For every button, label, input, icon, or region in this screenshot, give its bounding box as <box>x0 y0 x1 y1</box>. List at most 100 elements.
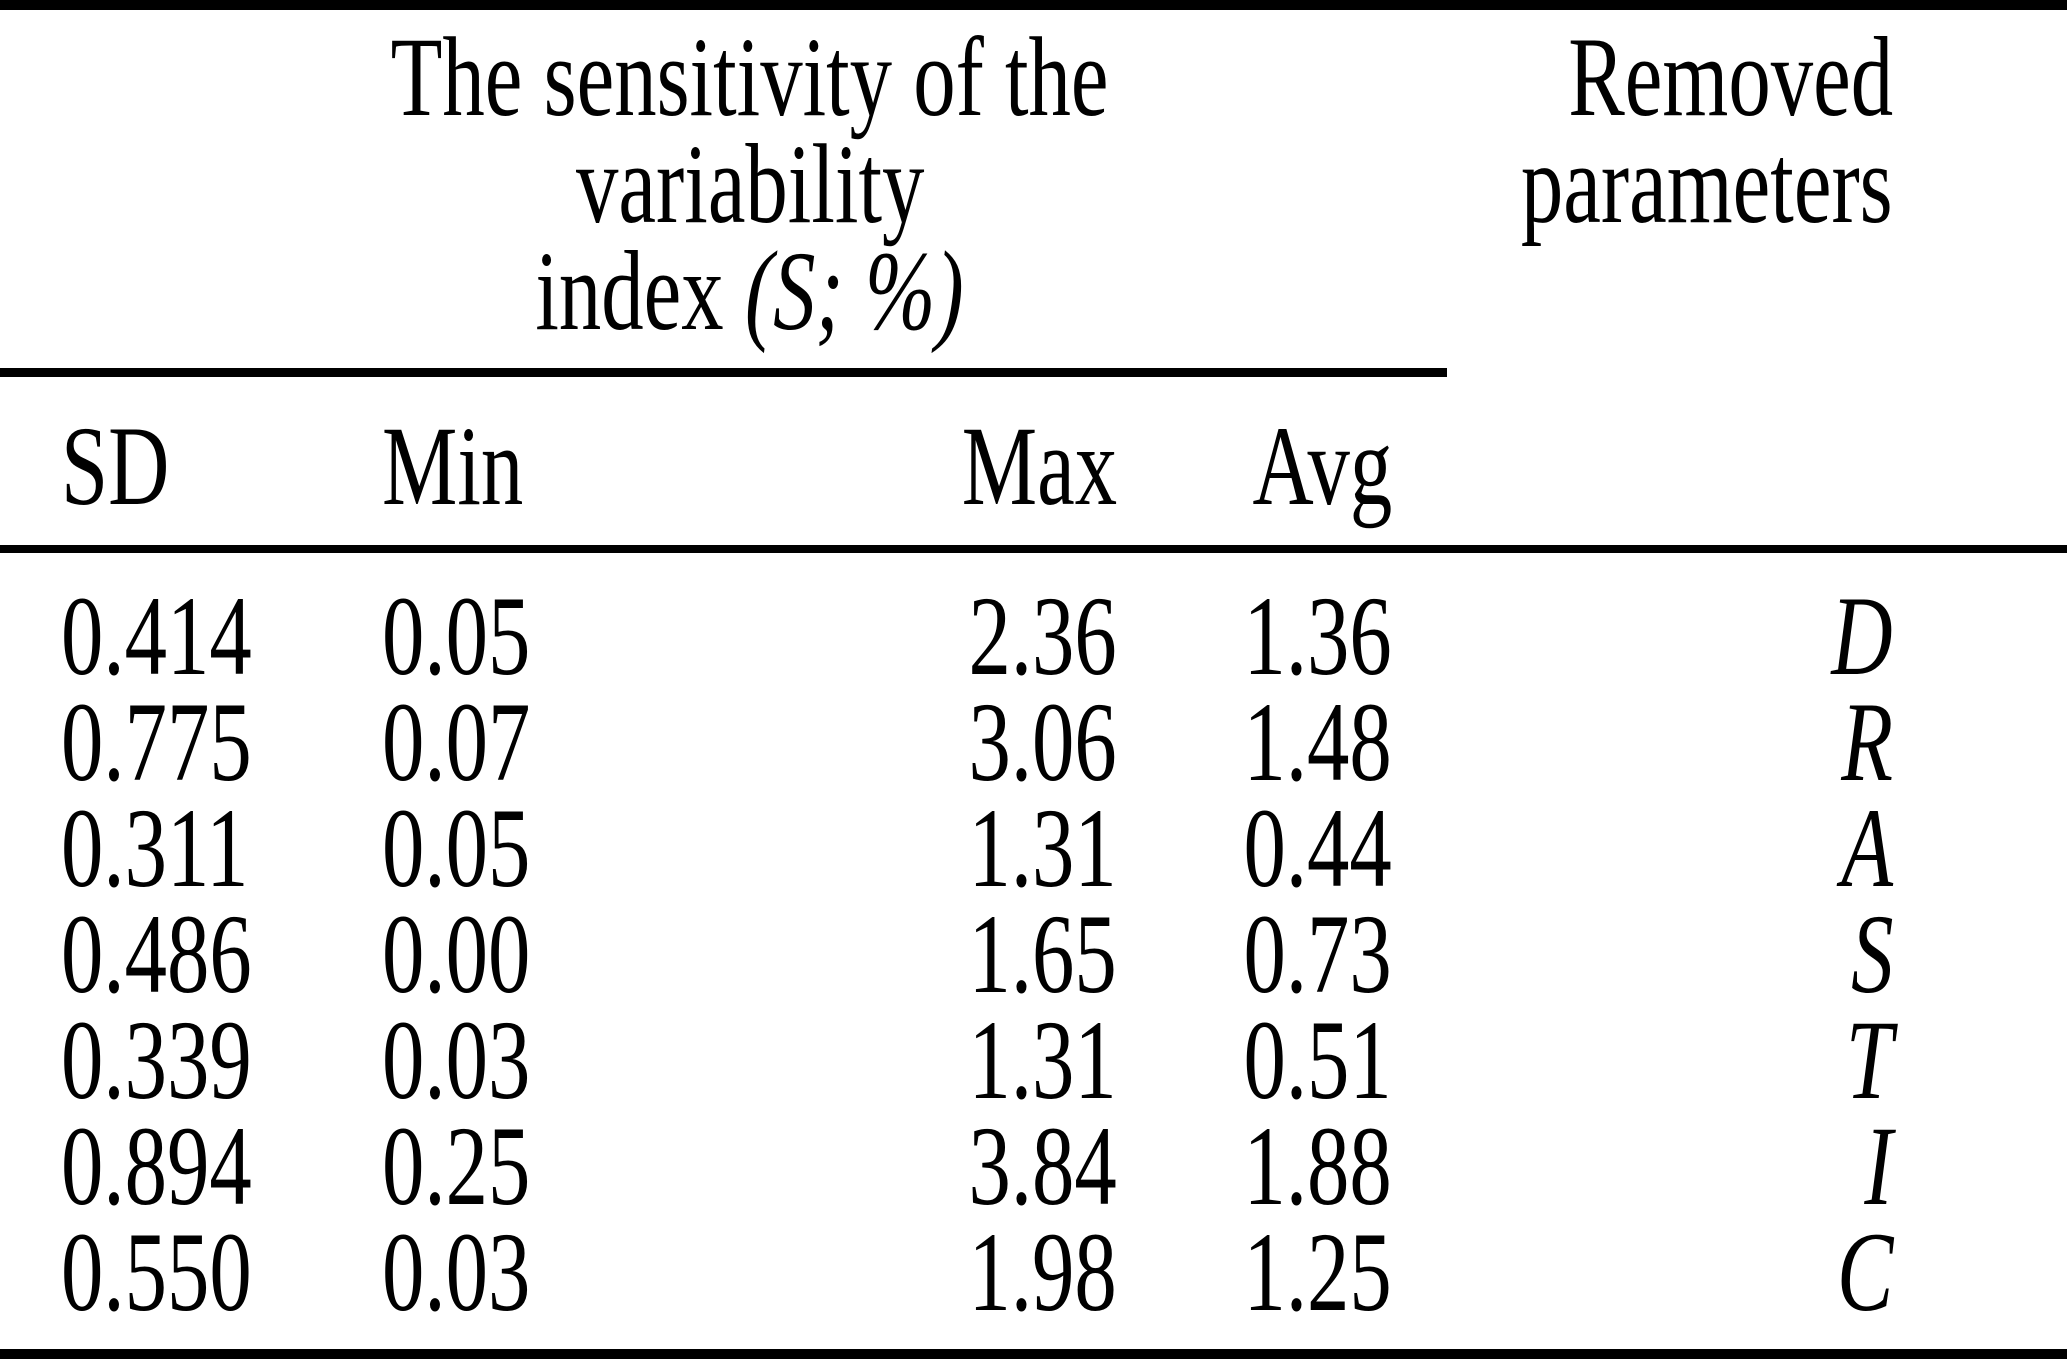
column-header-row: SD Min Max Avg <box>0 410 2067 523</box>
table-row: 0.550 0.03 1.98 1.25 C <box>0 1216 2067 1329</box>
cell-sd: 0.414 <box>61 580 315 693</box>
cell-sd: 0.550 <box>61 1216 315 1329</box>
cell-sd: 0.311 <box>61 792 311 905</box>
sd-value: 0.311 <box>61 786 249 911</box>
table-row: 0.414 0.05 2.36 1.36 D <box>0 580 2067 693</box>
table-row: 0.486 0.00 1.65 0.73 S <box>0 898 2067 1011</box>
min-value: 0.07 <box>382 680 531 805</box>
table-row: 0.339 0.03 1.31 0.51 T <box>0 1004 2067 1117</box>
cell-avg: 1.88 <box>1194 1110 1392 1223</box>
max-value: 2.36 <box>968 574 1117 699</box>
max-value: 1.31 <box>968 998 1117 1123</box>
min-header-label: Min <box>382 404 524 529</box>
group-header-text-1: The sensitivity of the <box>391 15 1109 140</box>
sd-value: 0.486 <box>61 892 252 1017</box>
max-value: 1.98 <box>968 1210 1117 1335</box>
cell-min: 0.03 <box>382 1004 580 1117</box>
cell-max: 1.31 <box>919 1004 1117 1117</box>
cell-min: 0.03 <box>382 1216 580 1329</box>
min-value: 0.05 <box>382 574 531 699</box>
removed-header-text-2: parameters <box>1521 122 1893 247</box>
column-header-sd: SD <box>61 410 205 523</box>
sd-header-label: SD <box>61 404 170 529</box>
cell-avg: 0.44 <box>1194 792 1392 905</box>
min-value: 0.03 <box>382 1210 531 1335</box>
cell-removed-parameter: C <box>1818 1216 1893 1329</box>
index-unit-label: ; %) <box>815 229 965 354</box>
cell-removed-parameter: D <box>1811 580 1893 693</box>
column-header-min: Min <box>382 410 570 523</box>
min-value: 0.00 <box>382 892 531 1017</box>
removed-parameter-value: I <box>1864 1104 1893 1229</box>
cell-avg: 1.36 <box>1194 580 1392 693</box>
avg-value: 0.51 <box>1243 998 1392 1123</box>
cell-min: 0.05 <box>382 580 580 693</box>
removed-parameter-value: C <box>1836 1210 1893 1335</box>
cell-avg: 1.48 <box>1194 686 1392 799</box>
cell-max: 3.84 <box>919 1110 1117 1223</box>
max-header-label: Max <box>961 404 1117 529</box>
avg-value: 1.48 <box>1243 680 1392 805</box>
cell-max: 1.31 <box>919 792 1117 905</box>
min-value: 0.05 <box>382 786 531 911</box>
cell-removed-parameter: I <box>1855 1110 1893 1223</box>
cell-removed-parameter: S <box>1837 892 1893 1017</box>
cell-max: 2.36 <box>919 580 1117 693</box>
cell-sd: 0.486 <box>61 898 315 1011</box>
cell-max: 1.65 <box>919 898 1117 1011</box>
cell-avg: 0.51 <box>1194 1004 1392 1117</box>
max-value: 3.84 <box>968 1104 1117 1229</box>
table-row: 0.894 0.25 3.84 1.88 I <box>0 1110 2067 1223</box>
cell-removed-parameter: T <box>1830 1004 1893 1117</box>
max-value: 3.06 <box>968 680 1117 805</box>
cell-removed-parameter: A <box>1824 792 1893 905</box>
column-header-max: Max <box>910 410 1117 523</box>
avg-value: 1.25 <box>1243 1210 1392 1335</box>
removed-header-text-1: Removed <box>1568 15 1893 140</box>
removed-parameter-value: A <box>1841 786 1893 911</box>
group-header-text-3: index (S; %) <box>536 235 964 348</box>
cell-removed-parameter: R <box>1824 686 1893 799</box>
cell-sd: 0.894 <box>61 1110 315 1223</box>
top-rule <box>0 0 2067 10</box>
removed-parameter-value: R <box>1841 680 1893 805</box>
table-row: 0.311 0.05 1.31 0.44 A <box>0 792 2067 905</box>
sd-value: 0.339 <box>61 998 252 1123</box>
avg-value: 0.73 <box>1243 892 1392 1017</box>
group-header-line-3: index (S; %) <box>0 235 1500 348</box>
avg-value: 0.44 <box>1243 786 1392 911</box>
cell-sd: 0.775 <box>61 686 315 799</box>
group-header-line-1: The sensitivity of the <box>0 21 1500 134</box>
column-header-rule <box>0 545 2067 553</box>
group-header-text-2: variability <box>575 122 925 247</box>
cell-min: 0.00 <box>382 898 580 1011</box>
avg-header-label: Avg <box>1252 404 1392 529</box>
group-header-line-2: variability <box>0 128 1500 241</box>
removed-parameter-value: D <box>1831 574 1893 699</box>
sd-value: 0.775 <box>61 680 252 805</box>
index-label: index <box>535 229 746 354</box>
bottom-rule <box>0 1349 2067 1359</box>
min-value: 0.03 <box>382 998 531 1123</box>
avg-value: 1.88 <box>1243 1104 1392 1229</box>
max-value: 1.65 <box>968 892 1117 1017</box>
group-header-rule <box>0 368 1447 377</box>
cell-avg: 0.73 <box>1194 898 1392 1011</box>
cell-avg: 1.25 <box>1194 1216 1392 1329</box>
sd-value: 0.414 <box>61 574 252 699</box>
max-value: 1.31 <box>968 786 1117 911</box>
avg-value: 1.36 <box>1243 574 1392 699</box>
column-header-avg: Avg <box>1206 410 1392 523</box>
min-value: 0.25 <box>382 1104 531 1229</box>
removed-parameter-value: S <box>1850 892 1893 1017</box>
table-row: 0.775 0.07 3.06 1.48 R <box>0 686 2067 799</box>
removed-header-line-1: Removed <box>1460 21 1893 134</box>
cell-max: 3.06 <box>919 686 1117 799</box>
removed-parameter-value: T <box>1845 998 1893 1123</box>
cell-min: 0.07 <box>382 686 580 799</box>
sd-value: 0.894 <box>61 1104 252 1229</box>
cell-sd: 0.339 <box>61 1004 315 1117</box>
removed-header-line-2: parameters <box>1397 128 1893 241</box>
sd-value: 0.550 <box>61 1210 252 1335</box>
